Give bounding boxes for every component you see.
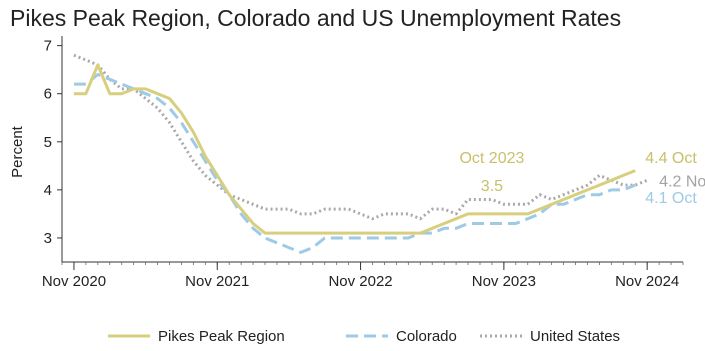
annotations: Oct 2023 3.5 4.4 Oct 4.2 Nov4.1 Oct bbox=[459, 150, 705, 207]
y-tick-label: 4 bbox=[44, 182, 52, 199]
x-tick-label: Nov 2022 bbox=[328, 273, 392, 290]
y-tick-label: 5 bbox=[44, 134, 52, 151]
annotation-label: 4.1 Oct bbox=[645, 190, 697, 207]
annotation-label: Oct 2023 bbox=[459, 150, 524, 167]
series-line-colorado bbox=[73, 73, 636, 254]
legend-label: Pikes Peak Region bbox=[158, 328, 285, 345]
series-line-pikes-peak-region bbox=[73, 63, 636, 235]
x-tick-label: Nov 2021 bbox=[185, 273, 249, 290]
y-tick-label: 6 bbox=[44, 86, 52, 103]
x-tick-label: Nov 2023 bbox=[472, 273, 536, 290]
y-axis-label: Percent bbox=[9, 125, 26, 178]
annotation-label: 4.2 Nov bbox=[659, 173, 705, 190]
x-tick-label: Nov 2020 bbox=[42, 273, 106, 290]
y-ticks: 3 4 5 6 7 bbox=[44, 38, 62, 247]
chart-title: Pikes Peak Region, Colorado and US Unemp… bbox=[10, 5, 621, 31]
y-tick-label: 7 bbox=[44, 38, 52, 55]
legend-label: United States bbox=[530, 328, 620, 345]
series-line-united-states bbox=[73, 53, 648, 221]
legend: Pikes Peak Region Colorado United States bbox=[108, 328, 620, 345]
x-ticks: Nov 2020 Nov 2021 Nov 2022 Nov 2023 Nov 2024 bbox=[42, 262, 684, 290]
x-tick-label: Nov 2024 bbox=[615, 273, 679, 290]
legend-label: Colorado bbox=[396, 328, 457, 345]
annotation-label: 4.4 Oct bbox=[645, 150, 697, 167]
y-tick-label: 3 bbox=[44, 230, 52, 247]
annotation-label: 3.5 bbox=[481, 178, 503, 195]
series-layer bbox=[73, 53, 648, 254]
